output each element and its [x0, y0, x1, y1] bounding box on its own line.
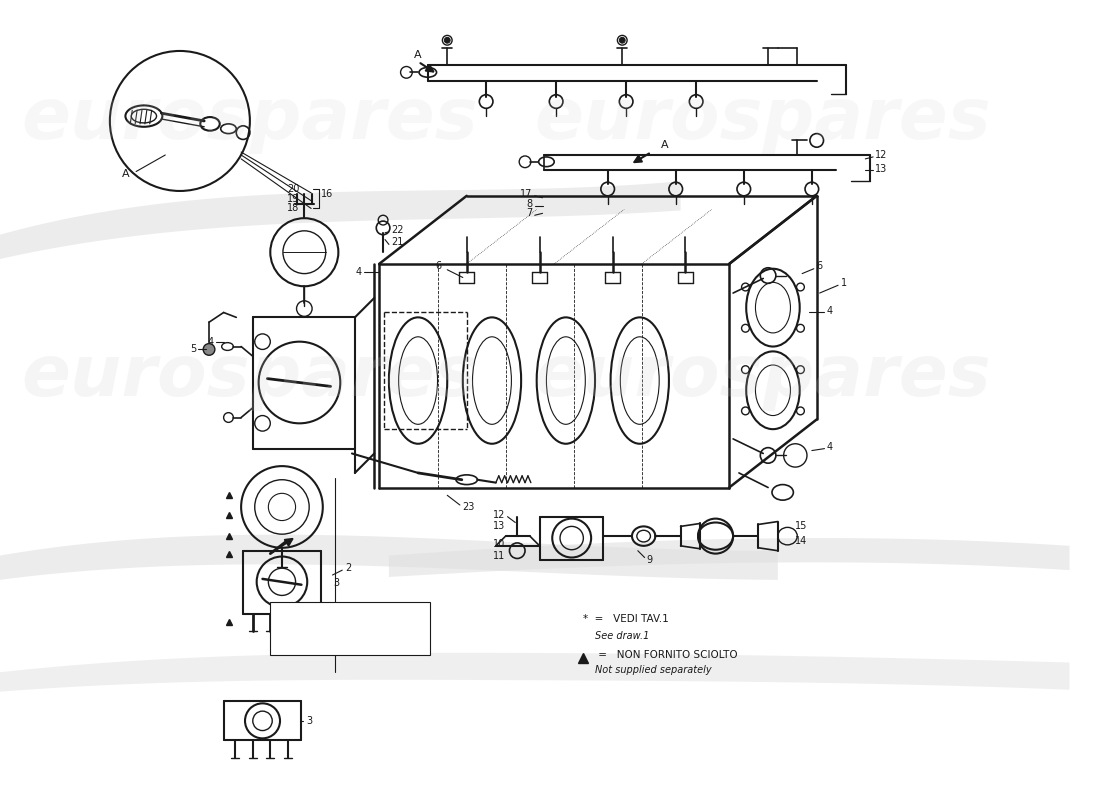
Text: 3: 3	[306, 716, 312, 726]
Text: =   NON FORNITO SCIOLTO: = NON FORNITO SCIOLTO	[595, 650, 738, 660]
Text: Not supplied separately: Not supplied separately	[595, 666, 712, 675]
Text: 15: 15	[795, 522, 807, 531]
Text: 13: 13	[874, 163, 888, 174]
Text: 12: 12	[493, 510, 506, 520]
Text: 6: 6	[436, 261, 442, 271]
Text: 17: 17	[520, 189, 532, 199]
Text: 3: 3	[333, 578, 340, 588]
Text: 21: 21	[390, 238, 404, 247]
Text: For automatic transm.: For automatic transm.	[277, 642, 377, 650]
Text: 7: 7	[527, 208, 532, 218]
Text: PER CAMBIO AUTOM.: PER CAMBIO AUTOM.	[277, 628, 392, 638]
Text: 6: 6	[816, 261, 823, 271]
Polygon shape	[0, 534, 778, 580]
Text: 8: 8	[527, 198, 532, 209]
Circle shape	[619, 38, 625, 43]
Text: eurospares: eurospares	[21, 86, 478, 154]
Text: 5: 5	[190, 345, 197, 354]
Text: 23: 23	[462, 502, 474, 512]
Text: 22: 22	[390, 225, 404, 235]
Text: 4: 4	[826, 442, 833, 452]
Text: A: A	[121, 170, 129, 179]
Text: 18: 18	[287, 203, 299, 214]
Text: 16: 16	[321, 189, 333, 199]
Text: 2: 2	[345, 563, 351, 574]
Polygon shape	[0, 653, 1069, 692]
Text: eurospares: eurospares	[535, 86, 991, 154]
Polygon shape	[0, 182, 681, 259]
Circle shape	[204, 344, 214, 355]
Text: 1: 1	[842, 278, 847, 288]
Text: 14: 14	[795, 536, 807, 546]
Text: eurospares: eurospares	[535, 342, 991, 411]
Text: 4: 4	[208, 337, 213, 346]
Text: A: A	[661, 140, 669, 150]
Text: 20: 20	[287, 184, 299, 194]
FancyBboxPatch shape	[271, 602, 430, 654]
Circle shape	[444, 38, 450, 43]
Text: 19: 19	[287, 194, 299, 204]
Text: eurospares: eurospares	[21, 342, 478, 411]
Text: A: A	[415, 50, 422, 60]
Text: 9: 9	[647, 555, 652, 566]
Text: 12: 12	[874, 150, 888, 160]
Text: 4: 4	[355, 266, 362, 277]
Text: 4: 4	[826, 306, 833, 315]
Text: 11: 11	[493, 550, 506, 561]
Text: See draw.1: See draw.1	[595, 631, 649, 642]
Polygon shape	[389, 538, 1069, 577]
Text: 10: 10	[493, 539, 506, 549]
Text: 13: 13	[493, 522, 506, 531]
Text: *  =   VEDI TAV.1: * = VEDI TAV.1	[583, 614, 669, 624]
